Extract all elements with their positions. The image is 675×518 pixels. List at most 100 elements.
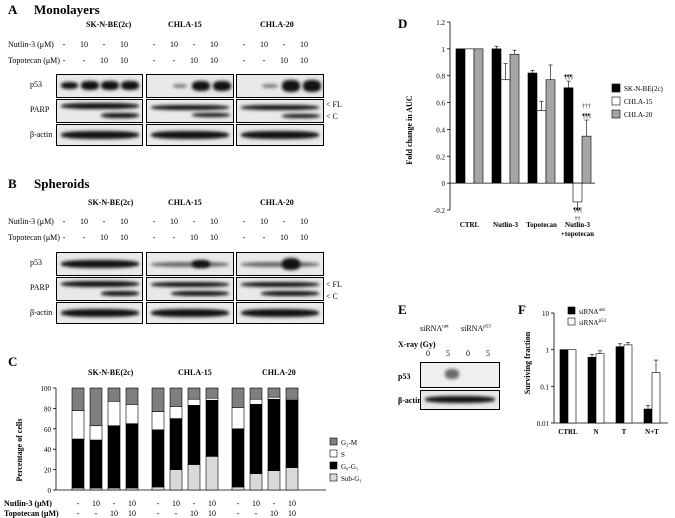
treat-value: - — [254, 509, 258, 518]
bar-segment — [89, 425, 103, 441]
blot-label-c: < C — [326, 292, 338, 301]
blot-e-actin — [420, 390, 500, 410]
x-tick-label: Topotecan — [526, 221, 557, 229]
bar — [651, 372, 661, 424]
bar-segment — [231, 407, 245, 430]
blot-a-actin-1 — [56, 124, 143, 146]
panel-a-title: Monolayers — [34, 2, 100, 17]
bar-segment — [267, 387, 281, 398]
dose-5: 5 — [486, 349, 490, 358]
cell-line-label: CHLA-20 — [260, 198, 294, 207]
legend-sup: p53 — [598, 319, 606, 324]
y-tick-label: 0.2 — [436, 153, 445, 161]
bar-segment — [267, 396, 281, 400]
blot-e-p53 — [420, 362, 500, 388]
blot-b-p53-3 — [236, 252, 324, 276]
legend-label: CHLA-20 — [624, 111, 653, 119]
chart-f: Surviving fraction 10 1 0.1 0.01 CTRL N T N+T s… — [523, 306, 668, 436]
sig-mark: ¶¶¶ — [573, 207, 581, 213]
treat-value: 10 — [260, 217, 268, 226]
bar-segment — [151, 387, 165, 412]
bar-segment — [107, 400, 121, 427]
legend-label: G₀-G₁ — [341, 463, 358, 471]
treat-value: 10 — [170, 217, 178, 226]
sig-mark: ¶¶¶ — [564, 74, 572, 80]
bar-segment — [71, 387, 85, 411]
treat-value: 10 — [288, 509, 296, 518]
bar-segment — [169, 387, 183, 407]
bar-segment — [107, 487, 121, 491]
treat-value: - — [282, 40, 286, 49]
blot-b-parp-3 — [236, 277, 324, 301]
blot-label-parp: PARP — [30, 105, 50, 114]
treat-value: 10 — [300, 233, 308, 242]
panel-f-letter: F — [518, 302, 526, 317]
bar — [595, 353, 605, 424]
bar-segment — [169, 406, 183, 419]
treat-value: - — [282, 217, 286, 226]
bar — [464, 48, 475, 184]
blot-label-fl: < FL — [326, 280, 342, 289]
treat-value: 10 — [190, 56, 198, 65]
treat-value: 10 — [300, 40, 308, 49]
treat-value: - — [192, 217, 196, 226]
bar-segment — [285, 399, 299, 468]
bar-segment — [151, 486, 165, 491]
treat-value: 10 — [280, 56, 288, 65]
topotecan-label: Topotecan (μM) — [8, 56, 60, 65]
treat-value: - — [62, 40, 66, 49]
blot-a-parp-3 — [236, 99, 324, 123]
y-tick-label: -0.2 — [434, 207, 446, 215]
treat-value: 10 — [210, 217, 218, 226]
y-tick-label: 0.1 — [540, 383, 549, 391]
treat-value: - — [62, 217, 66, 226]
blot-a-actin-2 — [146, 124, 234, 146]
blot-a-actin-3 — [236, 124, 324, 146]
cell-line-label: CHLA-20 — [262, 368, 296, 377]
treat-value: 10 — [120, 40, 128, 49]
sirna-text: siRNA — [461, 324, 484, 333]
bar-segment — [187, 387, 201, 400]
treat-value: - — [242, 40, 246, 49]
blot-e-label-actin: β-actin — [398, 396, 422, 405]
treat-value: 10 — [270, 509, 278, 518]
blot-label-p53: p53 — [30, 80, 42, 89]
treat-value: 10 — [128, 509, 136, 518]
bar-segment — [231, 387, 245, 408]
bar — [536, 110, 547, 184]
bar-segment — [285, 387, 299, 400]
bar-segment — [249, 473, 263, 491]
bar-segment — [125, 387, 139, 405]
legend-swatch — [611, 83, 621, 93]
cell-line-label: SK-N-BE(2c) — [88, 198, 134, 207]
bar-segment — [89, 487, 103, 491]
treat-value: 10 — [80, 217, 88, 226]
cell-line-label: CHLA-15 — [168, 198, 202, 207]
x-tick-label: T — [622, 428, 627, 436]
treat-value: 10 — [252, 499, 260, 508]
bar-segment — [231, 486, 245, 491]
treat-value: 10 — [208, 499, 216, 508]
bar-segment — [187, 464, 201, 491]
topotecan-label-bold: Topotecan (μM) — [4, 509, 59, 518]
treat-value: - — [76, 509, 80, 518]
treat-value: 10 — [128, 499, 136, 508]
bar-segment — [249, 398, 263, 405]
x-tick-label: CTRL — [558, 428, 578, 436]
x-tick-label: N+T — [645, 428, 659, 436]
treat-value: 10 — [260, 40, 268, 49]
bar-segment — [89, 439, 103, 489]
topotecan-label: Topotecan (μM) — [8, 233, 60, 242]
treat-value: 10 — [170, 40, 178, 49]
bar — [581, 135, 592, 184]
legend-swatch — [329, 437, 338, 446]
treat-value: - — [62, 56, 66, 65]
panel-b-letter: B — [8, 176, 17, 191]
bar-segment — [187, 405, 201, 465]
bar-segment — [71, 410, 85, 440]
blot-label-actin: β-actin — [30, 130, 53, 139]
legend-swatch — [329, 473, 338, 482]
treat-value: - — [82, 233, 86, 242]
bar-segment — [205, 387, 219, 399]
legend-swatch — [329, 461, 338, 470]
